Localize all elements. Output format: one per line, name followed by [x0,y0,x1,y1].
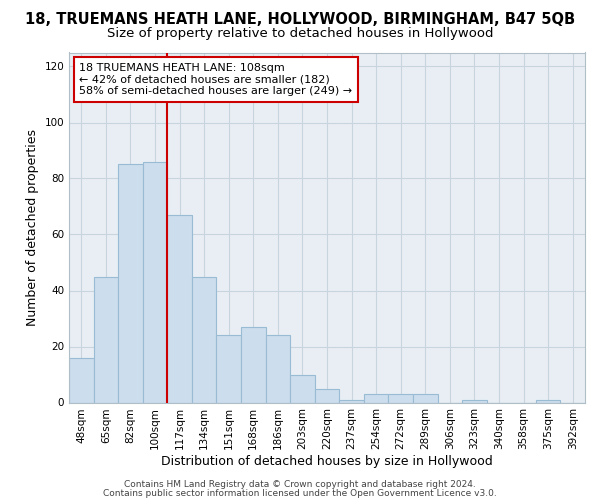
Bar [192,276,217,402]
Bar [413,394,437,402]
Text: Contains HM Land Registry data © Crown copyright and database right 2024.: Contains HM Land Registry data © Crown c… [124,480,476,489]
Bar [462,400,487,402]
Text: Size of property relative to detached houses in Hollywood: Size of property relative to detached ho… [107,28,493,40]
Bar [266,336,290,402]
Bar [241,327,266,402]
X-axis label: Distribution of detached houses by size in Hollywood: Distribution of detached houses by size … [161,455,493,468]
Bar [364,394,388,402]
Text: Contains public sector information licensed under the Open Government Licence v3: Contains public sector information licen… [103,488,497,498]
Bar [290,374,315,402]
Y-axis label: Number of detached properties: Number of detached properties [26,129,39,326]
Bar [143,162,167,402]
Bar [118,164,143,402]
Bar [94,276,118,402]
Bar [339,400,364,402]
Bar [315,388,339,402]
Text: 18 TRUEMANS HEATH LANE: 108sqm
← 42% of detached houses are smaller (182)
58% of: 18 TRUEMANS HEATH LANE: 108sqm ← 42% of … [79,63,352,96]
Bar [388,394,413,402]
Text: 18, TRUEMANS HEATH LANE, HOLLYWOOD, BIRMINGHAM, B47 5QB: 18, TRUEMANS HEATH LANE, HOLLYWOOD, BIRM… [25,12,575,28]
Bar [217,336,241,402]
Bar [536,400,560,402]
Bar [69,358,94,403]
Bar [167,215,192,402]
